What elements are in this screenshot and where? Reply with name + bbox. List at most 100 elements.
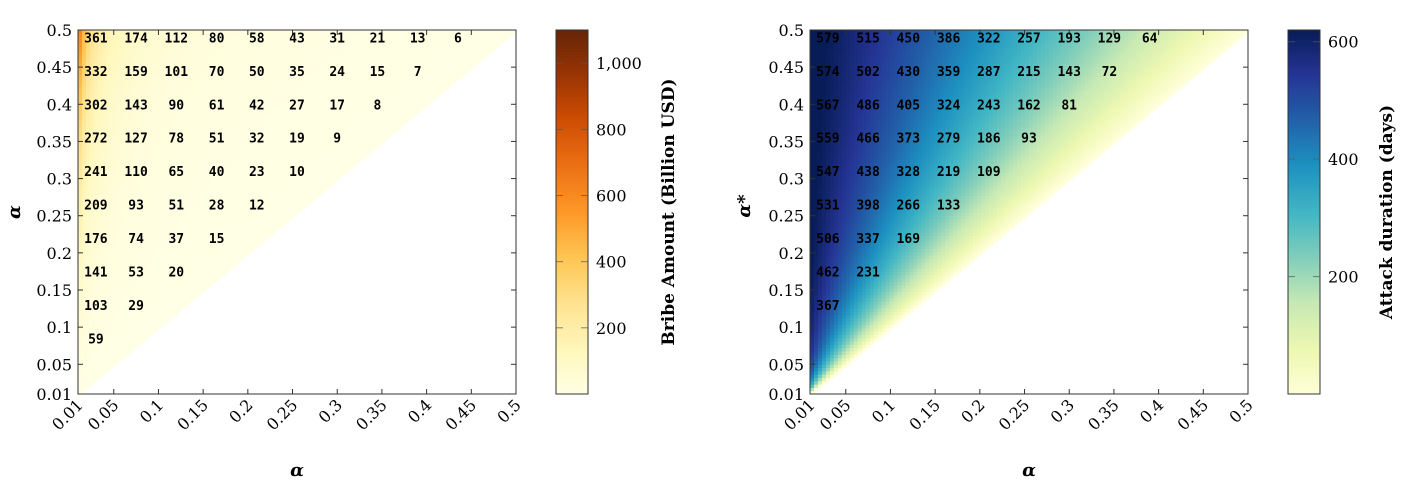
heat-cell	[189, 119, 195, 124]
heat-cell	[173, 69, 179, 74]
heat-cell	[145, 129, 151, 134]
heat-cell	[89, 142, 95, 147]
heat-cell	[141, 188, 147, 193]
heat-cell	[117, 212, 123, 216]
heat-cell	[125, 202, 131, 206]
heat-cell	[161, 251, 167, 256]
heat-cell	[101, 221, 107, 226]
heat-cell	[97, 82, 103, 87]
heat-cell	[101, 185, 107, 190]
heat-cell	[316, 30, 322, 34]
heat-cell	[113, 73, 119, 77]
heat-cell	[93, 208, 99, 213]
heat-cell	[93, 238, 99, 243]
heat-cell	[113, 344, 119, 349]
heat-cell	[161, 311, 167, 316]
heat-cell	[149, 228, 155, 233]
heat-cell	[109, 116, 115, 120]
heat-cell	[117, 205, 123, 210]
heat-cell	[173, 155, 179, 160]
heat-cell	[173, 66, 179, 71]
heat-cell	[113, 122, 119, 127]
heat-cell	[101, 175, 107, 180]
heat-cell	[121, 106, 127, 111]
heat-cell	[161, 109, 167, 114]
heat-cell	[101, 159, 107, 163]
heat-cell	[113, 109, 119, 114]
heat-cell	[141, 255, 147, 259]
heat-cell	[129, 125, 135, 130]
heat-cell	[153, 212, 159, 216]
heat-cell	[177, 155, 183, 160]
heat-cell	[117, 218, 123, 223]
heat-cell	[177, 261, 183, 266]
heat-cell	[137, 215, 143, 220]
heat-cell	[101, 79, 107, 84]
heat-cell	[153, 268, 159, 273]
heat-cell	[161, 274, 167, 279]
heat-cell	[117, 327, 123, 332]
heat-cell	[137, 192, 143, 197]
heat-cell	[161, 172, 167, 177]
heat-cell	[133, 317, 139, 322]
heat-cell	[121, 159, 127, 163]
heat-cell	[181, 63, 187, 67]
heat-cell	[89, 360, 95, 365]
heat-cell	[157, 168, 163, 173]
heat-cell	[85, 228, 91, 233]
heat-cell	[177, 39, 183, 44]
heat-cell	[97, 228, 103, 233]
heat-cell	[153, 281, 159, 286]
heat-cell	[97, 324, 103, 329]
heat-cell	[85, 238, 91, 243]
heat-cell	[145, 168, 151, 173]
heat-cell	[93, 33, 99, 38]
heat-cell	[149, 106, 155, 111]
heat-cell	[117, 344, 123, 349]
heat-cell	[89, 36, 95, 41]
heat-cell	[93, 46, 99, 51]
heat-cell	[161, 122, 167, 127]
heat-cell	[141, 307, 147, 312]
heat-cell	[78, 145, 83, 150]
heat-cell	[93, 367, 99, 372]
heat-cell	[129, 159, 135, 163]
heat-cell	[129, 145, 135, 150]
heat-cell	[129, 46, 135, 51]
heat-cell	[125, 155, 131, 160]
heat-cell	[113, 33, 119, 38]
heat-cell	[105, 311, 111, 316]
heat-cell	[169, 139, 175, 144]
heat-cell	[97, 182, 103, 187]
heat-cell	[81, 92, 87, 97]
heat-cell	[137, 155, 143, 160]
heat-cell	[113, 314, 119, 319]
heat-cell	[185, 258, 191, 263]
heat-cell	[181, 278, 187, 283]
heat-cell	[189, 59, 195, 64]
heat-cell	[89, 162, 95, 167]
heat-cell	[169, 102, 175, 107]
heat-cell	[117, 185, 123, 190]
heat-cell	[117, 281, 123, 286]
heat-cell	[125, 324, 131, 329]
heat-cell	[165, 152, 171, 157]
heat-cell	[169, 268, 175, 273]
heat-cell	[93, 116, 99, 120]
heat-cell	[81, 198, 87, 203]
heat-cell	[121, 301, 127, 306]
heat-cell	[129, 49, 135, 54]
heat-cell	[97, 145, 103, 150]
heat-cell	[97, 99, 103, 104]
heat-cell	[149, 175, 155, 180]
heat-cell	[101, 106, 107, 111]
heat-cell	[269, 30, 274, 34]
heat-cell	[133, 255, 139, 259]
heat-cell	[78, 298, 83, 302]
heat-cell	[89, 307, 95, 312]
heat-cell	[169, 119, 175, 124]
heat-cell	[173, 281, 179, 286]
heat-cell	[89, 116, 95, 120]
heat-cell	[133, 235, 139, 240]
heat-cell	[121, 341, 127, 345]
